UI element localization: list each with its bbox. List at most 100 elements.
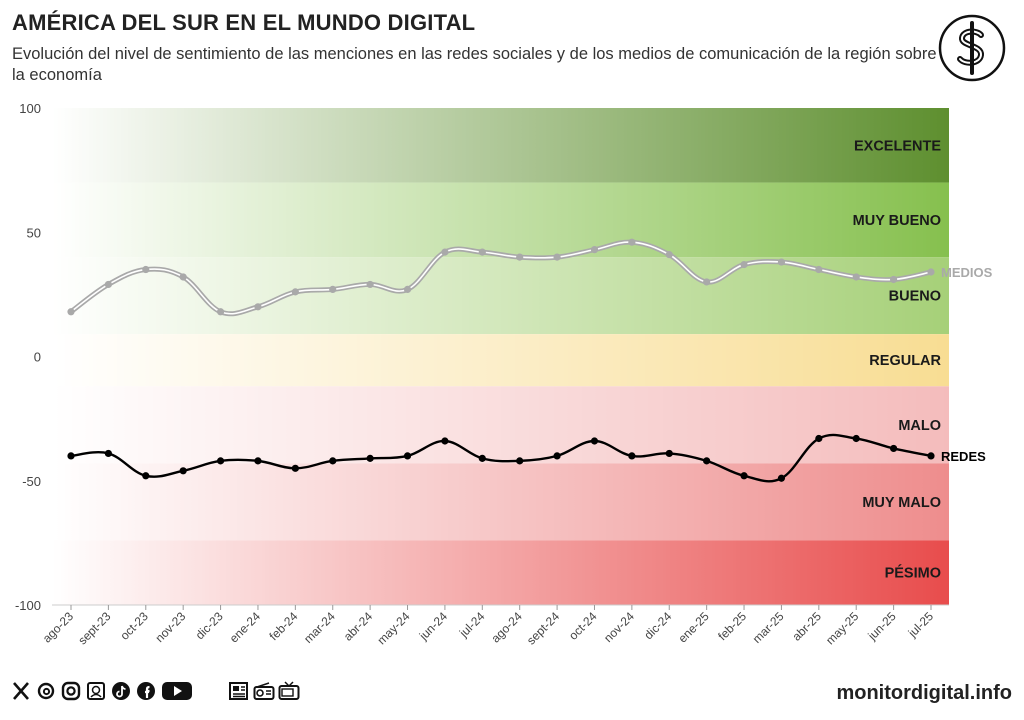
y-tick-label: -50: [22, 474, 41, 489]
x-tick-label: feb-25: [715, 609, 749, 643]
data-point-medios[interactable]: [104, 280, 112, 289]
x-tick-label: mar-24: [301, 609, 338, 646]
data-point-redes[interactable]: [441, 437, 449, 445]
data-point-redes[interactable]: [628, 452, 636, 460]
data-point-medios[interactable]: [740, 260, 748, 269]
data-point-medios[interactable]: [179, 273, 187, 281]
youtube-icon[interactable]: [160, 680, 194, 702]
data-point-medios[interactable]: [628, 238, 636, 246]
data-point-redes[interactable]: [478, 454, 486, 462]
data-point-redes[interactable]: [703, 457, 711, 465]
data-point-redes[interactable]: [516, 457, 524, 465]
sentiment-bands: [52, 108, 949, 605]
x-tick-label: dic-23: [193, 609, 226, 642]
band-excelente: [52, 108, 949, 183]
threads-icon[interactable]: [35, 680, 57, 702]
x-tick-label: nov-24: [601, 609, 637, 645]
data-point-redes[interactable]: [815, 434, 823, 443]
data-point-medios[interactable]: [777, 258, 786, 266]
band-malo: [52, 386, 949, 464]
data-point-redes[interactable]: [216, 457, 225, 465]
band-label-bueno: BUENO: [889, 289, 941, 305]
x-tick-label: may-24: [374, 609, 412, 647]
data-point-redes[interactable]: [104, 449, 112, 458]
x-tick-label: nov-23: [152, 609, 188, 645]
y-tick-label: 50: [27, 225, 41, 240]
band-muy-bueno: [52, 182, 949, 258]
series-label-medios: MEDIOS: [941, 265, 993, 280]
data-point-medios[interactable]: [703, 278, 711, 286]
data-point-medios[interactable]: [478, 248, 486, 256]
data-point-medios[interactable]: [665, 251, 673, 259]
band-label-regular: REGULAR: [869, 353, 941, 369]
data-point-redes[interactable]: [291, 464, 299, 472]
news-icon[interactable]: [85, 680, 107, 702]
x-tick-label: mar-25: [750, 609, 787, 646]
x-icon[interactable]: [10, 680, 32, 702]
series-medios: MEDIOS: [67, 238, 993, 317]
data-point-medios[interactable]: [142, 265, 150, 274]
data-point-medios[interactable]: [890, 275, 898, 284]
data-point-medios[interactable]: [366, 280, 374, 289]
brand-footer[interactable]: monitordigital.info: [836, 682, 1012, 704]
data-point-medios[interactable]: [403, 285, 412, 294]
data-point-redes[interactable]: [927, 452, 935, 460]
x-tick-label: oct-24: [566, 609, 600, 643]
x-tick-label: jul-25: [905, 609, 937, 641]
band-label-muy-malo: MUY MALO: [862, 495, 941, 511]
data-point-medios[interactable]: [553, 253, 561, 261]
x-tick-label: ene-24: [227, 609, 264, 646]
x-tick-label: dic-24: [641, 609, 674, 642]
sentiment-chart: EXCELENTE MUY BUENO BUENO REGULAR MALO MUY MA…: [15, 101, 993, 647]
x-tick-label: ene-25: [675, 609, 712, 646]
instagram-icon[interactable]: [60, 680, 82, 702]
x-tick-label: abr-25: [790, 609, 825, 644]
data-point-medios[interactable]: [516, 253, 524, 261]
data-point-medios[interactable]: [441, 248, 449, 256]
x-tick-label: ago-24: [488, 609, 525, 646]
data-point-medios[interactable]: [852, 273, 860, 281]
data-point-medios[interactable]: [254, 303, 262, 311]
band-label-muy-bueno: MUY BUENO: [853, 213, 941, 229]
data-point-redes[interactable]: [366, 454, 374, 462]
x-tick-label: abr-24: [341, 609, 376, 644]
series-label-redes: REDES: [941, 449, 986, 464]
facebook-icon[interactable]: [135, 680, 157, 702]
data-point-redes[interactable]: [777, 474, 786, 482]
chart-subtitle: Evolución del nivel de sentimiento de la…: [12, 45, 937, 84]
data-point-redes[interactable]: [553, 452, 561, 460]
band-pesimo: [52, 540, 949, 605]
x-tick-label: sept-24: [524, 609, 562, 647]
data-point-redes[interactable]: [142, 472, 150, 480]
data-point-redes[interactable]: [179, 467, 187, 475]
data-point-redes[interactable]: [403, 452, 412, 460]
chart-title: AMÉRICA DEL SUR EN EL MUNDO DIGITAL: [12, 10, 476, 35]
x-tick-label: feb-24: [267, 609, 301, 643]
band-label-pesimo: PÉSIMO: [885, 565, 941, 582]
social-icons-row: [10, 677, 300, 705]
data-point-medios[interactable]: [67, 308, 75, 316]
data-point-medios[interactable]: [815, 265, 823, 274]
series-redes: REDES: [67, 433, 986, 483]
data-point-redes[interactable]: [329, 457, 337, 465]
data-point-redes[interactable]: [852, 434, 860, 443]
data-point-redes[interactable]: [665, 449, 673, 458]
data-point-medios[interactable]: [216, 308, 225, 316]
data-point-medios[interactable]: [590, 246, 599, 254]
radio-icon: [253, 680, 275, 702]
x-tick-label: may-25: [823, 609, 861, 647]
x-tick-label: jun-25: [865, 609, 899, 643]
data-point-redes[interactable]: [590, 437, 599, 445]
data-point-redes[interactable]: [67, 452, 75, 460]
data-point-medios[interactable]: [329, 285, 337, 294]
y-tick-label: 100: [19, 101, 41, 116]
tv-icon: [278, 680, 300, 702]
data-point-medios[interactable]: [291, 288, 299, 296]
data-point-medios[interactable]: [927, 268, 935, 276]
data-point-redes[interactable]: [740, 472, 748, 480]
tiktok-icon[interactable]: [110, 680, 132, 702]
data-point-redes[interactable]: [254, 457, 262, 465]
newspaper-icon: [228, 680, 250, 702]
dollar-logo-icon: [938, 14, 1006, 82]
data-point-redes[interactable]: [890, 444, 898, 453]
